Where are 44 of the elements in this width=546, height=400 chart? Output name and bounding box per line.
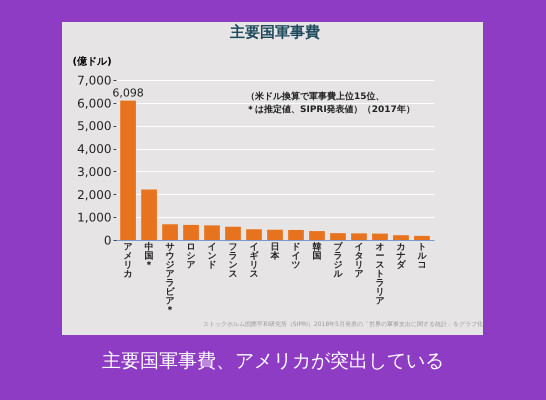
y-tick-label: 4,000 [77, 142, 112, 156]
bar [162, 224, 178, 240]
y-tick-label: 3,000 [77, 164, 112, 179]
annotation: （米ドル換算で軍事費上位15位、 [246, 91, 385, 102]
x-tick-label: イタリア [354, 242, 364, 280]
y-tick-label: 0 [104, 234, 112, 248]
y-tick-label: 2,000 [77, 188, 112, 202]
bar [204, 225, 220, 240]
annotation: ＊は推定値、SIPRI発表値）（2017年） [246, 104, 415, 115]
x-tick-label: ブラジル [332, 242, 344, 280]
bar [267, 230, 283, 240]
text: 主要国軍事費、アメリカが突出している [101, 349, 445, 374]
x-tick-label: 中国＊ [144, 242, 154, 270]
chart-title: 主要国軍事費 [229, 23, 320, 41]
data-label: 6,098 [112, 86, 144, 100]
bar [351, 233, 367, 240]
x-tick-label: アメリカ [124, 242, 133, 280]
x-tick-label: ロシア [186, 242, 196, 270]
x-tick-label: 日本 [270, 242, 280, 262]
y-tick-label: 5,000 [77, 119, 112, 134]
y-axis-title: (億ドル) [72, 56, 112, 68]
bar [141, 189, 157, 240]
bar [372, 234, 388, 240]
x-tick-label: オーストラリア [375, 242, 384, 306]
bar [414, 236, 430, 240]
x-tick-label: トルコ [416, 242, 428, 270]
bar [309, 231, 325, 240]
bar [183, 224, 199, 240]
x-tick-label: サウジアラビア＊ [166, 242, 176, 316]
y-tick-label: 6,000 [77, 96, 112, 110]
x-tick-label: インド [208, 242, 217, 270]
bar [225, 226, 241, 240]
x-tick-label: ドイツ [291, 242, 300, 270]
bar [393, 235, 409, 240]
bar [330, 233, 346, 240]
bar [120, 100, 136, 240]
y-tick-label: 7,000 [77, 74, 112, 88]
x-tick-label: 韓国 [312, 242, 322, 262]
x-tick-label: フランス [228, 242, 238, 280]
y-tick-label: 1,000 [77, 210, 112, 225]
bar [288, 230, 304, 240]
x-tick-label: カナダ [396, 242, 406, 270]
bar [246, 229, 262, 240]
x-tick-label: イギリス [250, 242, 260, 280]
